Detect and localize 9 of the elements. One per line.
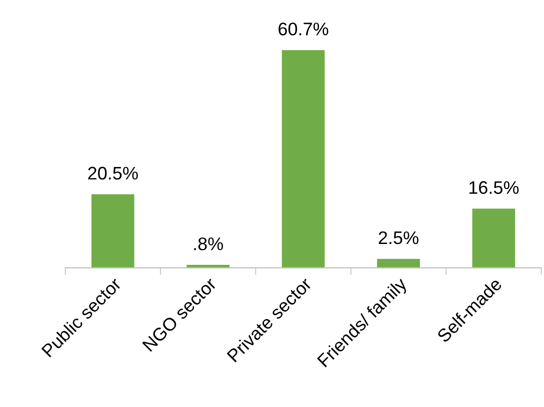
bar	[282, 50, 325, 268]
data-label: 2.5%	[378, 231, 418, 244]
bar	[91, 194, 134, 268]
data-label: 60.7%	[278, 22, 328, 36]
bar	[377, 258, 420, 268]
data-label: .8%	[194, 237, 223, 250]
data-label: 16.5%	[469, 181, 519, 194]
data-label: 20.5%	[88, 166, 138, 180]
bar	[472, 208, 516, 268]
